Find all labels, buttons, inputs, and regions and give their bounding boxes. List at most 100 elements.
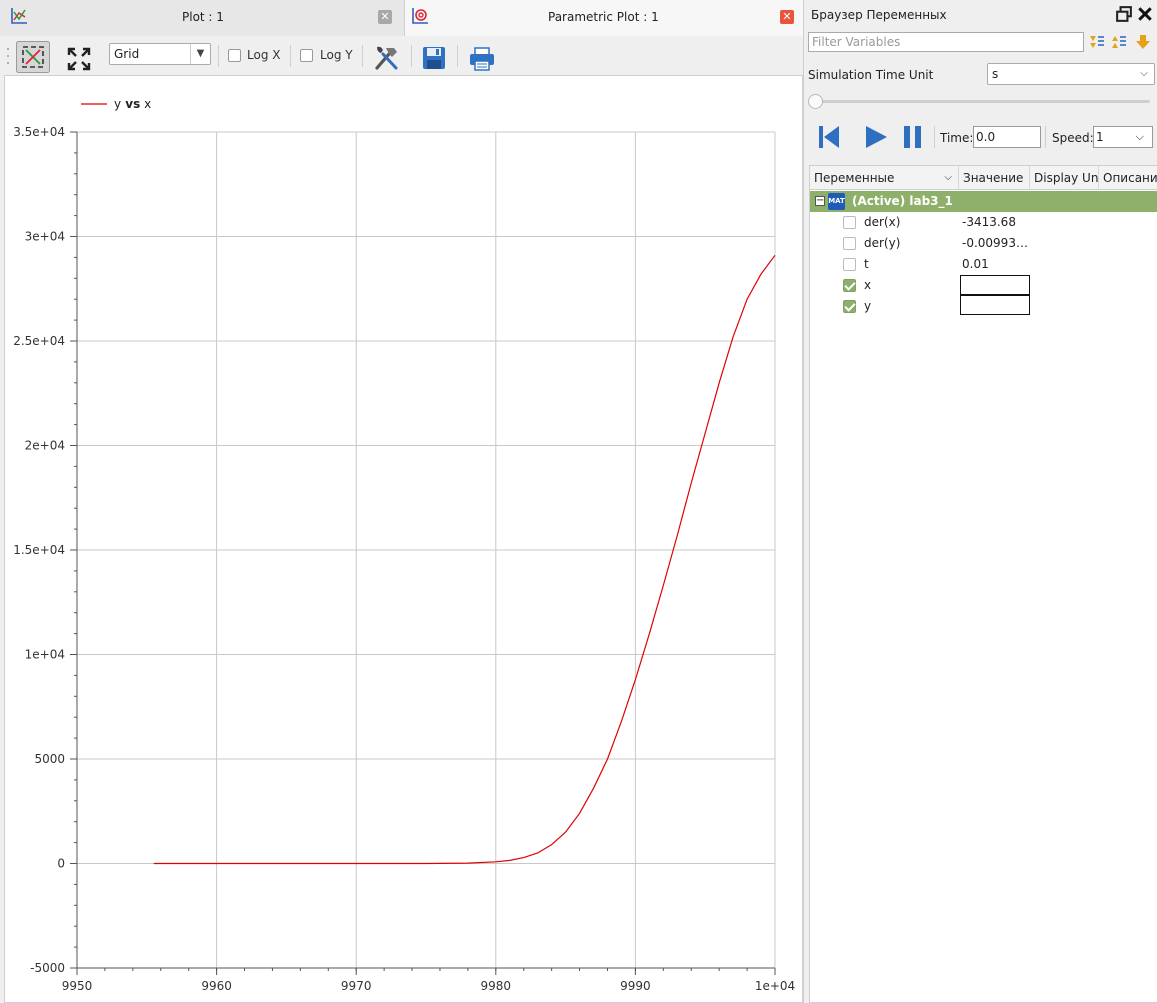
- chevron-down-icon: ▼: [190, 44, 210, 64]
- tab-plot-1-label: Plot : 1: [182, 10, 224, 24]
- x-tick-label: 9990: [620, 979, 651, 993]
- setup-tools-button[interactable]: [372, 42, 402, 74]
- time-unit-select[interactable]: s ⌵: [987, 63, 1155, 85]
- variable-name: der(x): [864, 215, 901, 229]
- series-line: [153, 254, 776, 865]
- time-label: Time:: [940, 131, 974, 145]
- collapse-all-icon[interactable]: [1111, 34, 1127, 50]
- grid-select[interactable]: Grid ▼: [109, 43, 211, 65]
- sort-chevron-icon: ⌵: [944, 172, 952, 183]
- x-tick-label: 9950: [62, 979, 93, 993]
- play-icon[interactable]: [863, 124, 889, 150]
- variable-checkbox[interactable]: [843, 300, 856, 313]
- parametric-plot-icon: [412, 8, 428, 24]
- mat-file-icon: MAT: [828, 193, 845, 210]
- y-tick-label: 2e+04: [25, 439, 65, 453]
- variable-checkbox[interactable]: [843, 279, 856, 292]
- tree-row-y[interactable]: y: [810, 295, 1157, 317]
- log-y-checkbox[interactable]: [300, 49, 313, 62]
- collapse-icon[interactable]: −: [815, 195, 825, 206]
- save-icon[interactable]: [421, 42, 447, 74]
- time-input[interactable]: 0.0: [973, 126, 1041, 148]
- close-icon[interactable]: ✕: [780, 10, 794, 24]
- plot-canvas[interactable]: 9950 9960 9970 9980 9990 1e+04 -5000 0 5000 1e+04…: [4, 75, 803, 1003]
- filter-variables-input[interactable]: [808, 32, 1084, 52]
- column-value[interactable]: Значение: [959, 166, 1030, 190]
- grid-select-value: Grid: [114, 47, 140, 61]
- speed-select[interactable]: 1 ⌵: [1093, 126, 1153, 148]
- toolbar-separator: [290, 45, 291, 67]
- plot-window: Plot : 1 ✕ Parametric Plot : 1 ✕: [0, 0, 803, 1003]
- tree-model-row[interactable]: − MAT (Active) lab3_1: [810, 191, 1157, 212]
- parametric-chart[interactable]: 9950 9960 9970 9980 9990 1e+04 -5000 0 5000 1e+04…: [5, 76, 802, 1002]
- time-slider-handle[interactable]: [808, 94, 823, 109]
- chevron-down-icon: ⌵: [1140, 68, 1148, 79]
- print-icon[interactable]: [468, 43, 496, 75]
- toolbar-separator: [218, 45, 219, 67]
- tree-row-t[interactable]: t 0.01: [810, 254, 1157, 275]
- close-icon[interactable]: ✕: [378, 10, 392, 24]
- variable-checkbox[interactable]: [843, 216, 856, 229]
- panel-title: Браузер Переменных: [811, 8, 947, 22]
- x-tick-label: 9960: [201, 979, 232, 993]
- variable-value-editor[interactable]: [960, 295, 1030, 315]
- rewind-icon[interactable]: [817, 124, 841, 150]
- arrow-down-icon[interactable]: [1135, 34, 1151, 50]
- tree-row-x[interactable]: x: [810, 275, 1157, 296]
- variable-value: 0.01: [962, 257, 989, 271]
- y-tick-label: 0: [57, 857, 65, 871]
- expand-all-icon[interactable]: [1089, 34, 1105, 50]
- y-tick-label: 3e+04: [25, 230, 65, 244]
- variable-checkbox[interactable]: [843, 237, 856, 250]
- time-slider-track[interactable]: [816, 100, 1150, 103]
- variable-name: y: [864, 299, 872, 313]
- column-display-unit[interactable]: Display Un: [1030, 166, 1099, 190]
- y-tick-label: 3.5e+04: [13, 125, 65, 139]
- plot-icon: [11, 8, 27, 24]
- toolbar-separator: [362, 45, 363, 67]
- tab-parametric-plot-1[interactable]: Parametric Plot : 1 ✕: [404, 0, 803, 36]
- tab-plot-1[interactable]: Plot : 1 ✕: [0, 0, 404, 36]
- toolbar-separator: [457, 45, 458, 67]
- x-tick-label: 9980: [481, 979, 512, 993]
- variable-value: -3413.68: [962, 215, 1016, 229]
- column-description[interactable]: Описани: [1103, 171, 1157, 185]
- time-unit-value: s: [992, 67, 999, 81]
- y-tick-label: 5000: [34, 752, 65, 766]
- variables-tree[interactable]: Переменные ⌵ Значение Display Un Описани…: [809, 165, 1157, 1003]
- toolbar-grip-icon: [7, 48, 9, 64]
- tab-parametric-plot-1-label: Parametric Plot : 1: [548, 10, 659, 24]
- fit-in-view-button[interactable]: [16, 41, 50, 73]
- column-variables[interactable]: Переменные ⌵: [810, 166, 959, 190]
- y-tick-label: 1e+04: [25, 648, 65, 662]
- speed-label: Speed:: [1052, 131, 1094, 145]
- model-name: (Active) lab3_1: [852, 194, 953, 208]
- x-tick-label: 9970: [341, 979, 372, 993]
- variable-value: -0.00993…: [962, 236, 1028, 250]
- log-x-label: Log X: [247, 48, 281, 62]
- variable-checkbox[interactable]: [843, 258, 856, 271]
- toolbar-separator: [1045, 126, 1046, 148]
- toolbar-separator: [411, 45, 412, 67]
- tree-header: Переменные ⌵ Значение Display Un Описани: [810, 166, 1157, 190]
- variable-name: x: [864, 278, 872, 292]
- close-icon[interactable]: [1137, 6, 1153, 22]
- variable-name: t: [864, 257, 869, 271]
- chevron-down-icon: ⌵: [1135, 130, 1144, 143]
- y-tick-label: 1.5e+04: [13, 543, 65, 557]
- log-x-checkbox[interactable]: [228, 49, 241, 62]
- toolbar-separator: [934, 126, 935, 148]
- legend-label: y vs x: [114, 97, 151, 111]
- pause-icon[interactable]: [901, 124, 925, 150]
- tree-row-der-x[interactable]: der(x) -3413.68: [810, 212, 1157, 233]
- tree-row-der-y[interactable]: der(y) -0.00993…: [810, 233, 1157, 254]
- speed-value: 1: [1096, 130, 1104, 144]
- plot-tab-bar: Plot : 1 ✕ Parametric Plot : 1 ✕: [0, 0, 803, 36]
- undock-icon[interactable]: [1116, 6, 1132, 22]
- variable-value-editor[interactable]: [960, 275, 1030, 295]
- time-unit-label: Simulation Time Unit: [808, 68, 934, 82]
- y-tick-label: 2.5e+04: [13, 334, 65, 348]
- variable-name: der(y): [864, 236, 901, 250]
- plot-toolbar: Grid ▼ Log X Log Y: [0, 37, 803, 75]
- auto-scale-button[interactable]: [66, 43, 92, 75]
